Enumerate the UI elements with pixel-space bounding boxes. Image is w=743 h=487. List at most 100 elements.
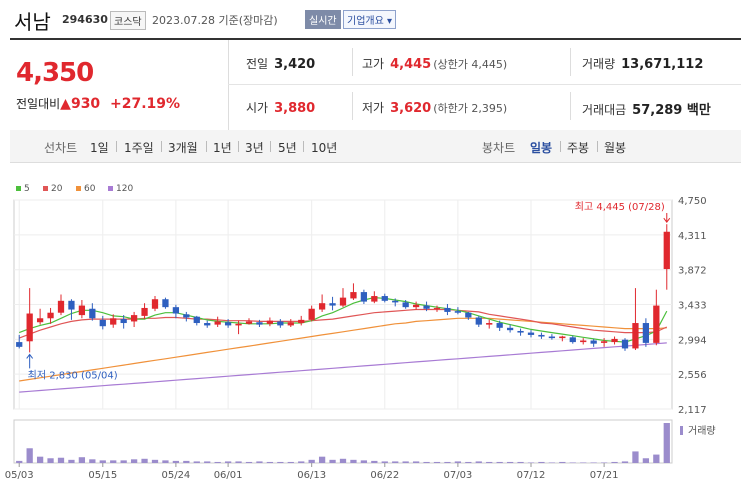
period-3m[interactable]: 3개월 (168, 141, 198, 155)
stock-code: 294630 (62, 13, 108, 26)
candle-monthly[interactable]: 월봉 (604, 141, 627, 155)
candle-body (89, 308, 96, 319)
trade-volume: 거래량 13,671,112 (582, 55, 703, 72)
volume-bar (423, 461, 430, 463)
candle-body (172, 307, 180, 314)
candle-body (454, 311, 462, 313)
volume-value: 13,671,112 (621, 57, 704, 72)
separator (206, 141, 207, 152)
volume-bar (517, 461, 524, 463)
candle-body (621, 339, 629, 349)
low-label: 저가 (362, 101, 385, 115)
candle-body (548, 336, 556, 339)
divider (228, 40, 229, 130)
candle-body (465, 312, 472, 318)
volume-bar (57, 457, 65, 463)
volume-bar (47, 458, 54, 463)
period-1w[interactable]: 1주일 (124, 141, 154, 155)
ma5-line (18, 296, 668, 343)
candle-body (110, 318, 117, 325)
volume-bar (141, 458, 148, 463)
separator (161, 141, 162, 152)
period-1d[interactable]: 1일 (90, 141, 109, 155)
candle-body (663, 231, 670, 270)
candle-body (475, 317, 482, 325)
volume-bar (26, 448, 33, 463)
candle-body (68, 300, 75, 310)
company-info-dropdown[interactable]: 기업개요 ▾ (343, 10, 396, 29)
candle-body (486, 323, 493, 325)
volume-bar (151, 459, 159, 463)
candle-body (277, 321, 284, 326)
period-10y[interactable]: 10년 (311, 141, 338, 155)
volume-bar (277, 461, 284, 463)
high-arrow-icon (663, 213, 671, 224)
period-5y[interactable]: 5년 (278, 141, 297, 155)
candle-daily[interactable]: 일봉 (530, 141, 553, 155)
volume-bar (496, 461, 503, 463)
line-chart-label: 선차트 (44, 141, 78, 155)
separator (116, 141, 117, 152)
y-tick-label: 4,311 (678, 231, 707, 242)
candle-body (204, 323, 211, 326)
candle-weekly[interactable]: 주봉 (567, 141, 590, 155)
x-tick-label: 06/22 (370, 470, 399, 481)
candle-body (632, 323, 639, 349)
volume-bar (339, 458, 347, 463)
period-1y[interactable]: 1년 (213, 141, 232, 155)
separator (560, 141, 561, 152)
volume-bar (506, 461, 514, 463)
candle-body (381, 296, 388, 301)
candle-body (130, 315, 138, 322)
high-annotation: 최고 4,445 (07/28) (575, 201, 665, 213)
legend-swatch (108, 186, 113, 191)
volume-label: 거래량 (688, 425, 716, 437)
low-annotation: 최저 2,830 (05/04) (28, 369, 118, 381)
candle-body (16, 342, 23, 347)
high-label: 고가 (362, 57, 385, 71)
low-arrow-icon (26, 353, 34, 369)
volume-bar (308, 459, 315, 463)
low-value: 3,620 (390, 101, 432, 116)
candle-body (350, 292, 357, 299)
separator (238, 141, 239, 152)
legend-label: 120 (116, 184, 134, 194)
period-bar: 선차트 1일 1주일 3개월 1년 3년 5년 10년 봉차트 일봉 주봉 월봉 (10, 130, 741, 163)
candle-body (235, 323, 242, 326)
candle-body (151, 299, 159, 309)
high-price: 고가 4,445 (상한가 4,445) (362, 55, 507, 72)
price-change: 전일대비▲930 +27.19% (16, 95, 180, 112)
y-tick-label: 2,556 (678, 370, 707, 381)
legend-swatch (43, 186, 48, 191)
candle-body (600, 341, 608, 343)
volume-bar (36, 456, 44, 463)
candle-body (653, 305, 660, 343)
candle-body (99, 319, 106, 327)
volume-bar (663, 423, 670, 463)
x-tick-label: 05/24 (161, 470, 190, 481)
change-percent: +27.19% (110, 96, 181, 112)
legend-ma5: 5 (16, 184, 30, 194)
legend-label: 5 (24, 184, 30, 194)
realtime-button[interactable]: 실시간 (305, 10, 341, 29)
volume-bar (433, 461, 441, 463)
period-3y[interactable]: 3년 (245, 141, 264, 155)
volume-bar (329, 459, 336, 463)
candle-chart-label: 봉차트 (482, 141, 516, 155)
volume-bar (68, 459, 75, 463)
volume-bar (298, 461, 305, 463)
ma60-line (19, 317, 667, 382)
volume-bar (235, 461, 242, 463)
volume-bar (392, 461, 399, 463)
candle-body (318, 303, 326, 310)
separator (270, 141, 271, 152)
candle-body (559, 336, 566, 339)
candle-body (642, 323, 650, 343)
volume-bar (642, 458, 650, 463)
ma20-line (18, 308, 668, 339)
upper-limit: (상한가 4,445) (433, 58, 508, 71)
legend-ma60: 60 (76, 184, 95, 194)
legend-label: 60 (84, 184, 96, 194)
stock-header: 서남 294630 코스닥 2023.07.28 기준(장마감) 실시간 기업개… (0, 0, 743, 38)
